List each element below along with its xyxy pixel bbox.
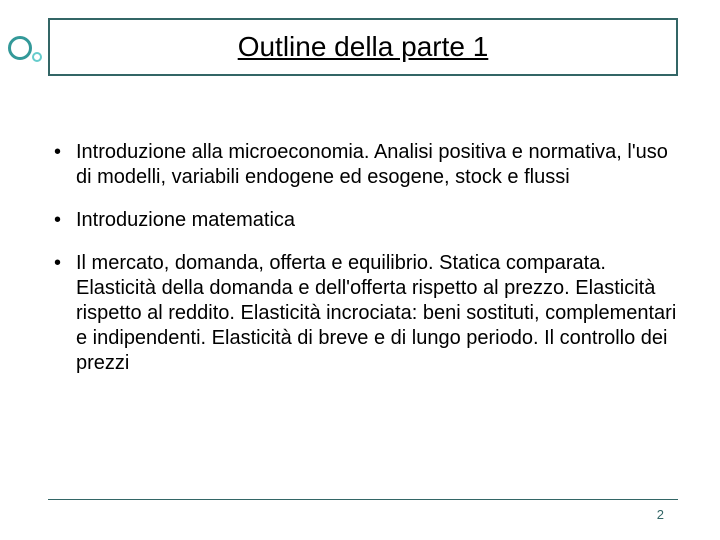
bullet-list: Introduzione alla microeconomia. Analisi… [48, 140, 678, 376]
content-area: Introduzione alla microeconomia. Analisi… [48, 140, 678, 394]
list-item: Introduzione alla microeconomia. Analisi… [48, 140, 678, 190]
deco-circle-small [32, 52, 42, 62]
list-item: Il mercato, domanda, offerta e equilibri… [48, 251, 678, 376]
deco-circle-large [8, 36, 32, 60]
slide-title: Outline della parte 1 [238, 31, 489, 63]
title-box: Outline della parte 1 [48, 18, 678, 76]
page-number: 2 [657, 507, 664, 522]
footer-divider [48, 499, 678, 500]
list-item: Introduzione matematica [48, 208, 678, 233]
